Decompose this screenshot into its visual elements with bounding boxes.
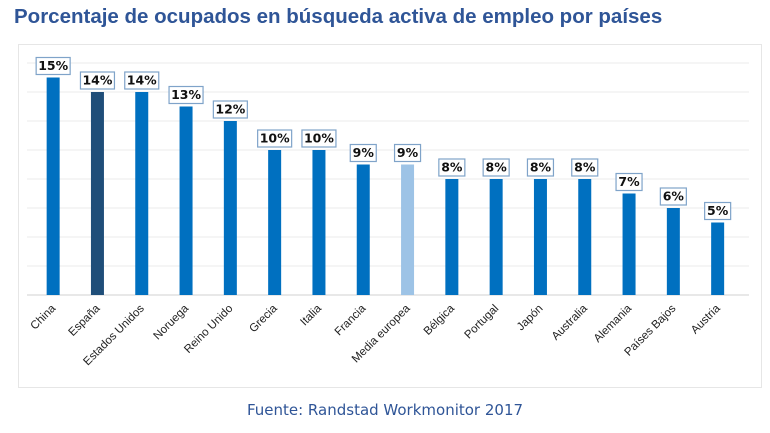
bar: [711, 222, 725, 295]
bar: [179, 106, 193, 295]
category-label: Italia: [298, 302, 324, 328]
data-label-box: [482, 158, 510, 177]
data-label: 8%: [530, 160, 552, 175]
bar: [268, 150, 282, 295]
data-label-box: [79, 71, 116, 90]
data-label-box: [526, 158, 555, 177]
data-label: 9%: [397, 145, 419, 160]
data-label: 13%: [171, 87, 201, 102]
bar: [46, 77, 60, 295]
data-label-box: [659, 187, 687, 206]
category-label: Australia: [550, 302, 591, 343]
bar: [90, 92, 104, 295]
bar: [445, 179, 459, 295]
data-label-box: [349, 143, 377, 163]
data-label: 8%: [574, 160, 596, 175]
data-label-box: [571, 158, 599, 177]
data-label: 8%: [486, 160, 508, 175]
category-label: Alemania: [592, 302, 635, 345]
data-label-box: [168, 85, 204, 105]
data-label: 14%: [82, 73, 112, 88]
bar: [666, 208, 680, 295]
bar: [578, 179, 592, 295]
category-label: Grecia: [247, 302, 280, 335]
data-label: 10%: [304, 131, 334, 146]
bar: [401, 164, 415, 295]
data-label-box: [212, 100, 248, 119]
data-label-box: [438, 158, 466, 177]
data-label: 9%: [353, 145, 375, 160]
category-label: Bélgica: [422, 302, 458, 338]
bar: [223, 121, 237, 295]
chart-title: Porcentaje de ocupados en búsqueda activ…: [14, 5, 663, 28]
data-label-box: [124, 71, 160, 90]
bar: [489, 179, 503, 295]
category-label: España: [66, 302, 102, 338]
source-note: Fuente: Randstad Workmonitor 2017: [246, 401, 524, 419]
category-label: China: [29, 302, 59, 332]
category-label: Noruega: [151, 302, 191, 342]
data-label: 14%: [127, 73, 157, 88]
data-label-box: [704, 201, 732, 221]
bar: [356, 164, 370, 295]
category-label: Austria: [689, 302, 723, 336]
category-label: Francia: [333, 302, 369, 338]
bar: [135, 92, 149, 295]
data-label-box: [615, 172, 643, 192]
bar: [533, 179, 547, 295]
data-label: 5%: [707, 203, 729, 218]
data-label-box: [257, 129, 293, 148]
data-label: 15%: [38, 58, 68, 73]
data-label: 10%: [260, 131, 290, 146]
bar: [312, 150, 326, 295]
data-label: 12%: [215, 102, 245, 117]
data-label-box: [393, 143, 422, 163]
chart-area: 15% China 14% España 14% Estados Unidos 13% Nor…: [18, 44, 762, 388]
category-label: Japón: [515, 303, 546, 334]
data-label: 6%: [663, 189, 685, 204]
data-label-box: [35, 56, 71, 76]
data-label-box: [301, 129, 337, 148]
category-label: Portugal: [462, 303, 501, 342]
bar: [622, 193, 636, 295]
data-label: 8%: [441, 160, 463, 175]
data-label: 7%: [618, 174, 640, 189]
